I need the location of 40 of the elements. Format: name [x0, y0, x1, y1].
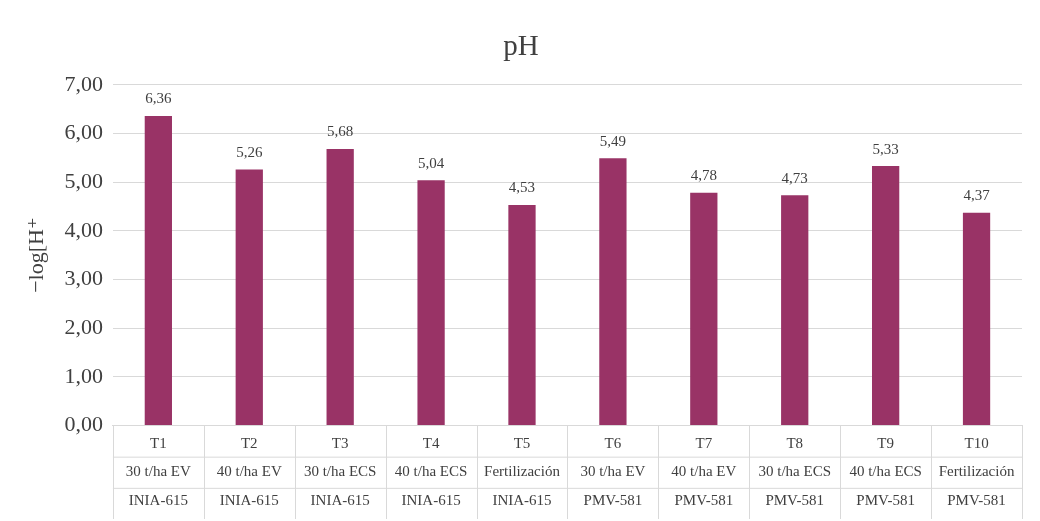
bar	[508, 205, 536, 425]
y-tick-label: 7,00	[64, 70, 103, 96]
y-tick-label: 6,00	[64, 119, 103, 145]
data-label: 4,78	[690, 167, 717, 184]
bar	[235, 169, 263, 425]
bar	[781, 195, 809, 425]
data-label: 5,26	[236, 143, 263, 160]
y-tick-label: 5,00	[64, 167, 103, 193]
data-label: 5,68	[327, 123, 354, 140]
y-tick-label: 0,00	[64, 411, 103, 437]
y-axis-title: −log[H⁺	[22, 217, 48, 293]
x-tick-label: T7 40 t/ha EV PMV-581	[671, 434, 737, 508]
x-tick-label: T3 30 t/ha ECS INIA-615	[303, 434, 377, 508]
x-tick-label: T10 Fertilización PMV-581	[938, 434, 1015, 508]
y-tick-label: 1,00	[64, 362, 103, 388]
data-label: 6,36	[145, 90, 172, 107]
bar	[599, 158, 627, 425]
bar	[144, 115, 172, 425]
x-tick-label: T9 40 t/ha ECS PMV-581	[849, 434, 922, 508]
data-label: 5,04	[417, 154, 445, 171]
chart-title: pH	[503, 29, 539, 62]
bar	[417, 180, 445, 425]
bar	[962, 212, 991, 425]
data-label: 4,53	[508, 179, 536, 196]
data-label: 4,37	[963, 187, 991, 204]
data-label: 4,73	[781, 169, 808, 186]
data-label: 5,49	[599, 132, 627, 149]
bar	[872, 166, 900, 425]
y-tick-label: 4,00	[64, 216, 103, 242]
y-tick-label: 3,00	[64, 265, 103, 291]
x-tick-label: T8 30 t/ha ECS PMV-581	[758, 434, 831, 508]
x-tick-label: T1 30 t/ha EV INIA-615	[125, 434, 192, 508]
data-label: 5,33	[872, 140, 899, 157]
x-tick-label: T5 Fertilización INIA-615	[484, 434, 561, 508]
x-tick-label: T6 30 t/ha EV PMV-581	[580, 434, 646, 508]
x-tick-label: T4 40 t/ha ECS INIA-615	[394, 434, 468, 508]
x-tick-label: T2 40 t/ha EV INIA-615	[216, 434, 282, 508]
bar	[326, 149, 354, 425]
bar	[690, 192, 718, 425]
y-tick-label: 2,00	[64, 313, 103, 339]
